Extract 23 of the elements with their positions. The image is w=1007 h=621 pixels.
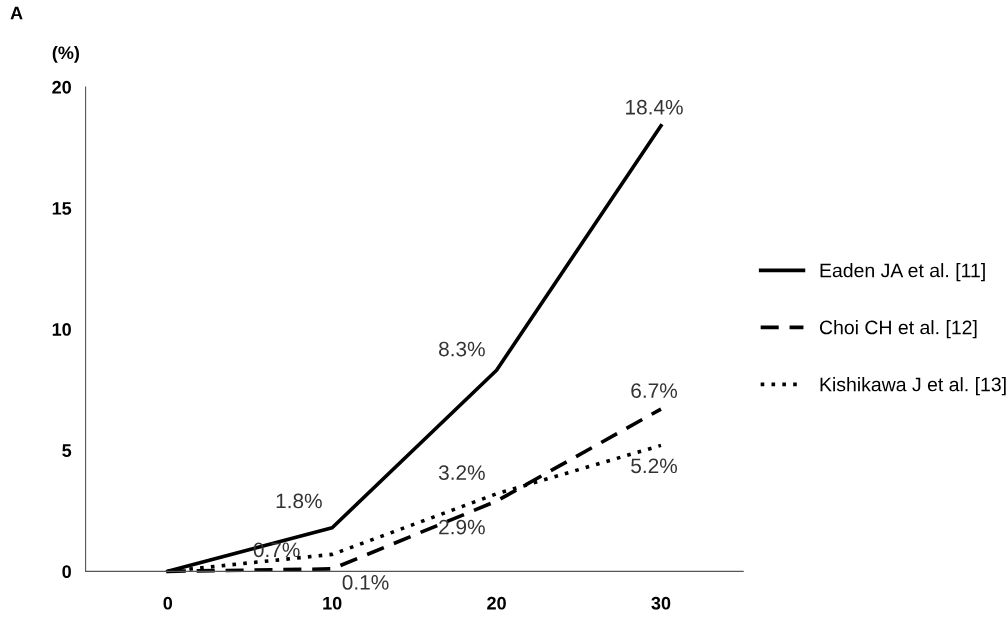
x-tick-label: 10 <box>323 596 342 610</box>
data-label: 2.9% <box>439 519 485 535</box>
y-tick-label: 5 <box>62 444 72 457</box>
data-label: 0.1% <box>342 575 389 590</box>
data-label: 1.8% <box>276 493 322 509</box>
x-tick-label: 0 <box>163 596 173 610</box>
data-label: 8.3% <box>439 341 485 357</box>
legend-label: Eaden JA et al. [11] <box>820 263 985 282</box>
y-axis-title: (%) <box>52 45 80 63</box>
data-label: 3.2% <box>438 465 485 480</box>
text: A <box>10 6 23 20</box>
data-label: 18.4% <box>626 99 683 115</box>
legend-label: Kishikawa J et al. [13] <box>820 377 1006 396</box>
legend-label: Choi CH et al. [12] <box>819 320 977 339</box>
y-tick-label: 15 <box>52 202 72 215</box>
y-tick-label: 10 <box>52 323 71 336</box>
y-tick-label: 20 <box>52 80 71 94</box>
x-tick-label: 20 <box>487 596 506 610</box>
data-label: 5.2% <box>631 458 678 474</box>
x-tick-label: 30 <box>651 596 671 610</box>
data-label: 6.7% <box>631 383 678 398</box>
data-label: 0.7% <box>253 542 300 558</box>
y-tick-label: 0 <box>62 565 71 579</box>
